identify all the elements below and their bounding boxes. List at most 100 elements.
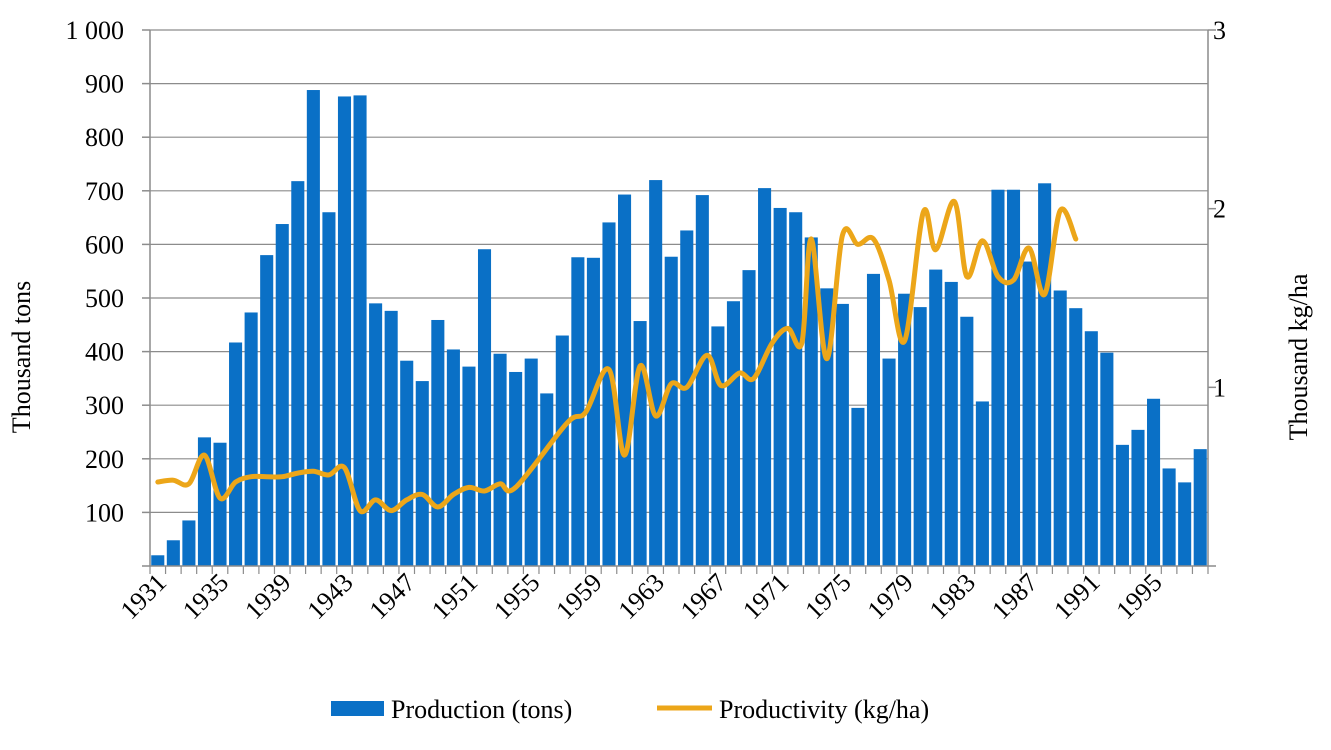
bar-1988 <box>1038 183 1052 567</box>
bar-1949 <box>431 319 445 566</box>
y-left-tick-label-400: 400 <box>85 338 124 367</box>
y-left-tick-label-600: 600 <box>85 230 124 259</box>
bar-1936 <box>229 342 243 566</box>
legend-production-label: Production (tons) <box>391 695 572 724</box>
bar-1958 <box>571 257 585 566</box>
y-left-tick-label-100: 100 <box>85 498 124 527</box>
bar-1963 <box>649 180 663 566</box>
bar-1987 <box>1022 261 1036 566</box>
bar-1959 <box>586 257 600 566</box>
bar-1935 <box>213 442 227 566</box>
bar-1986 <box>1006 189 1021 567</box>
bar-1968 <box>726 301 740 566</box>
bar-1956 <box>540 393 554 566</box>
bar-1939 <box>275 224 289 566</box>
x-tick-label-1967: 1967 <box>675 568 732 625</box>
x-tick-labels: 1931 1935 1939 1943 1947 1951 1955 1959 1963 1967… <box>115 568 1168 625</box>
y-left-tick-label-1000: 1 000 <box>66 16 125 45</box>
bar-1954 <box>509 371 523 566</box>
legend-productivity-label: Productivity (kg/ha) <box>719 695 929 724</box>
productivity-line <box>155 198 1079 515</box>
y-right-tick-labels: 1 2 3 <box>1213 16 1226 402</box>
bar-1979 <box>898 293 912 566</box>
bar-1942 <box>322 212 336 567</box>
x-tick-label-1939: 1939 <box>239 568 296 625</box>
bar-1941 <box>306 90 320 566</box>
bar-1980 <box>913 307 927 566</box>
bar-1972 <box>789 212 803 567</box>
bar-1997 <box>1178 482 1192 566</box>
x-tick-label-1963: 1963 <box>613 568 670 625</box>
bar-1970 <box>758 188 772 566</box>
bar-1976 <box>851 407 865 566</box>
y-left-tick-label-800: 800 <box>85 123 124 152</box>
bar-1990 <box>1069 308 1083 566</box>
bar-1945 <box>369 303 383 566</box>
bar-1931 <box>151 555 165 566</box>
bar-1933 <box>182 520 196 566</box>
bar-1994 <box>1131 429 1145 566</box>
bar-1983 <box>960 316 974 566</box>
y-right-tick-label-1: 1 <box>1213 373 1226 402</box>
x-tick-label-1931: 1931 <box>115 568 172 625</box>
bar-1991 <box>1084 331 1098 566</box>
bar-1995 <box>1147 398 1161 566</box>
bar-1961 <box>618 194 632 567</box>
bar-1953 <box>493 353 507 566</box>
bar-1973 <box>804 237 818 566</box>
bar-1937 <box>244 312 258 566</box>
bar-1952 <box>477 249 492 566</box>
bar-1943 <box>337 96 352 567</box>
bar-1951 <box>462 366 476 566</box>
x-tick-label-1971: 1971 <box>737 568 794 625</box>
bar-1944 <box>353 95 367 566</box>
bar-1955 <box>524 358 538 566</box>
bar-1947 <box>400 360 414 566</box>
bar-1932 <box>166 540 180 566</box>
productivity-line-group <box>155 198 1079 515</box>
bar-1938 <box>260 255 274 566</box>
x-tick-label-1935: 1935 <box>177 568 234 625</box>
x-tick-label-1983: 1983 <box>924 568 981 625</box>
x-tick-label-1987: 1987 <box>986 568 1043 625</box>
y-left-tick-labels: 100 200 300 400 500 600 700 800 900 1 000 <box>66 16 125 527</box>
bar-1982 <box>944 281 958 566</box>
y-right-axis-title: Thousand kg/ha <box>1284 273 1313 440</box>
x-tick-label-1991: 1991 <box>1048 568 1105 625</box>
bar-1985 <box>991 189 1005 567</box>
bar-1946 <box>384 310 398 566</box>
bar-1966 <box>695 195 709 566</box>
bar-1981 <box>929 269 943 566</box>
bar-1969 <box>742 270 756 566</box>
x-tick-label-1979: 1979 <box>862 568 919 625</box>
bar-1971 <box>773 207 787 566</box>
y-left-tick-label-900: 900 <box>85 70 124 99</box>
bar-1996 <box>1162 468 1176 566</box>
axes <box>142 29 1216 574</box>
bar-1957 <box>555 335 569 566</box>
x-tick-label-1951: 1951 <box>426 568 483 625</box>
bar-1934 <box>197 437 211 566</box>
y-left-tick-label-300: 300 <box>85 391 124 420</box>
legend: Production (tons) Productivity (kg/ha) <box>331 695 929 724</box>
bar-1965 <box>680 230 694 566</box>
x-tick-label-1959: 1959 <box>550 568 607 625</box>
y-left-tick-label-500: 500 <box>85 284 124 313</box>
bar-1948 <box>415 381 429 566</box>
bar-1975 <box>835 303 849 566</box>
x-tick-label-1943: 1943 <box>301 568 358 625</box>
bar-1962 <box>633 321 647 566</box>
bar-1960 <box>602 222 616 567</box>
y-left-axis-title: Thousand tons <box>7 281 36 433</box>
x-tick-label-1975: 1975 <box>799 568 856 625</box>
y-right-tick-label-3: 3 <box>1213 16 1226 45</box>
bar-1998 <box>1193 449 1207 566</box>
production-bars <box>151 90 1207 567</box>
bar-1989 <box>1053 290 1067 566</box>
bar-1977 <box>866 273 881 566</box>
bar-1984 <box>975 401 989 566</box>
y-left-tick-label-700: 700 <box>85 177 124 206</box>
bar-1940 <box>291 181 305 566</box>
bar-1993 <box>1115 444 1129 566</box>
